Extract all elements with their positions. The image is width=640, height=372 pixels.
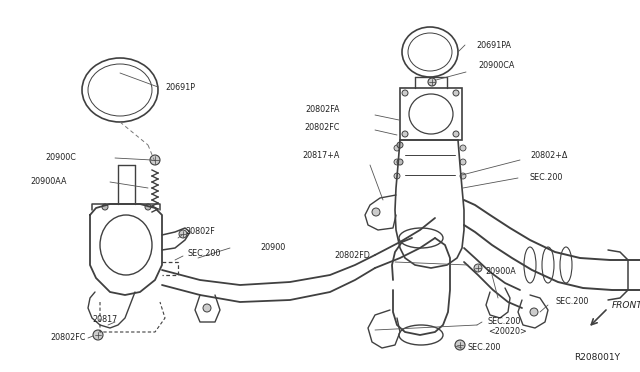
Text: 20802FC: 20802FC bbox=[50, 334, 85, 343]
Circle shape bbox=[179, 230, 187, 238]
Text: SEC.200: SEC.200 bbox=[530, 173, 563, 183]
Text: 20900CA: 20900CA bbox=[478, 61, 515, 70]
Circle shape bbox=[397, 142, 403, 148]
Circle shape bbox=[460, 173, 466, 179]
Text: 20802F: 20802F bbox=[185, 228, 215, 237]
Circle shape bbox=[455, 340, 465, 350]
Text: 20802FA: 20802FA bbox=[305, 106, 340, 115]
Circle shape bbox=[394, 159, 400, 165]
Circle shape bbox=[203, 304, 211, 312]
Circle shape bbox=[453, 90, 459, 96]
Text: 20802FC: 20802FC bbox=[305, 124, 340, 132]
Text: 20817: 20817 bbox=[93, 315, 118, 324]
Circle shape bbox=[402, 131, 408, 137]
Text: 20900AA: 20900AA bbox=[30, 177, 67, 186]
Text: SEC.200: SEC.200 bbox=[488, 317, 522, 327]
Text: SEC.200: SEC.200 bbox=[555, 298, 588, 307]
Text: 20817+A: 20817+A bbox=[303, 151, 340, 160]
Circle shape bbox=[93, 330, 103, 340]
Circle shape bbox=[145, 204, 151, 210]
Circle shape bbox=[150, 155, 160, 165]
Text: R208001Y: R208001Y bbox=[574, 353, 620, 362]
Circle shape bbox=[428, 78, 436, 86]
Text: 20900C: 20900C bbox=[45, 154, 76, 163]
Circle shape bbox=[397, 159, 403, 165]
Circle shape bbox=[402, 90, 408, 96]
Text: 20900: 20900 bbox=[260, 244, 285, 253]
Text: 20691PA: 20691PA bbox=[476, 41, 511, 49]
Text: 20802+Δ: 20802+Δ bbox=[530, 151, 568, 160]
Text: 20900A: 20900A bbox=[485, 267, 516, 276]
Circle shape bbox=[460, 159, 466, 165]
Circle shape bbox=[372, 208, 380, 216]
Circle shape bbox=[453, 131, 459, 137]
Circle shape bbox=[530, 308, 538, 316]
Circle shape bbox=[460, 145, 466, 151]
Text: SEC.200: SEC.200 bbox=[188, 248, 221, 257]
Circle shape bbox=[394, 173, 400, 179]
Circle shape bbox=[394, 145, 400, 151]
Text: <20020>: <20020> bbox=[488, 327, 527, 337]
Bar bbox=[400, 88, 462, 140]
Text: 20691P: 20691P bbox=[165, 83, 195, 92]
Text: 20802FD: 20802FD bbox=[334, 250, 370, 260]
Circle shape bbox=[474, 264, 482, 272]
Text: FRONT: FRONT bbox=[612, 301, 640, 310]
Text: SEC.200: SEC.200 bbox=[468, 343, 501, 353]
Circle shape bbox=[102, 204, 108, 210]
